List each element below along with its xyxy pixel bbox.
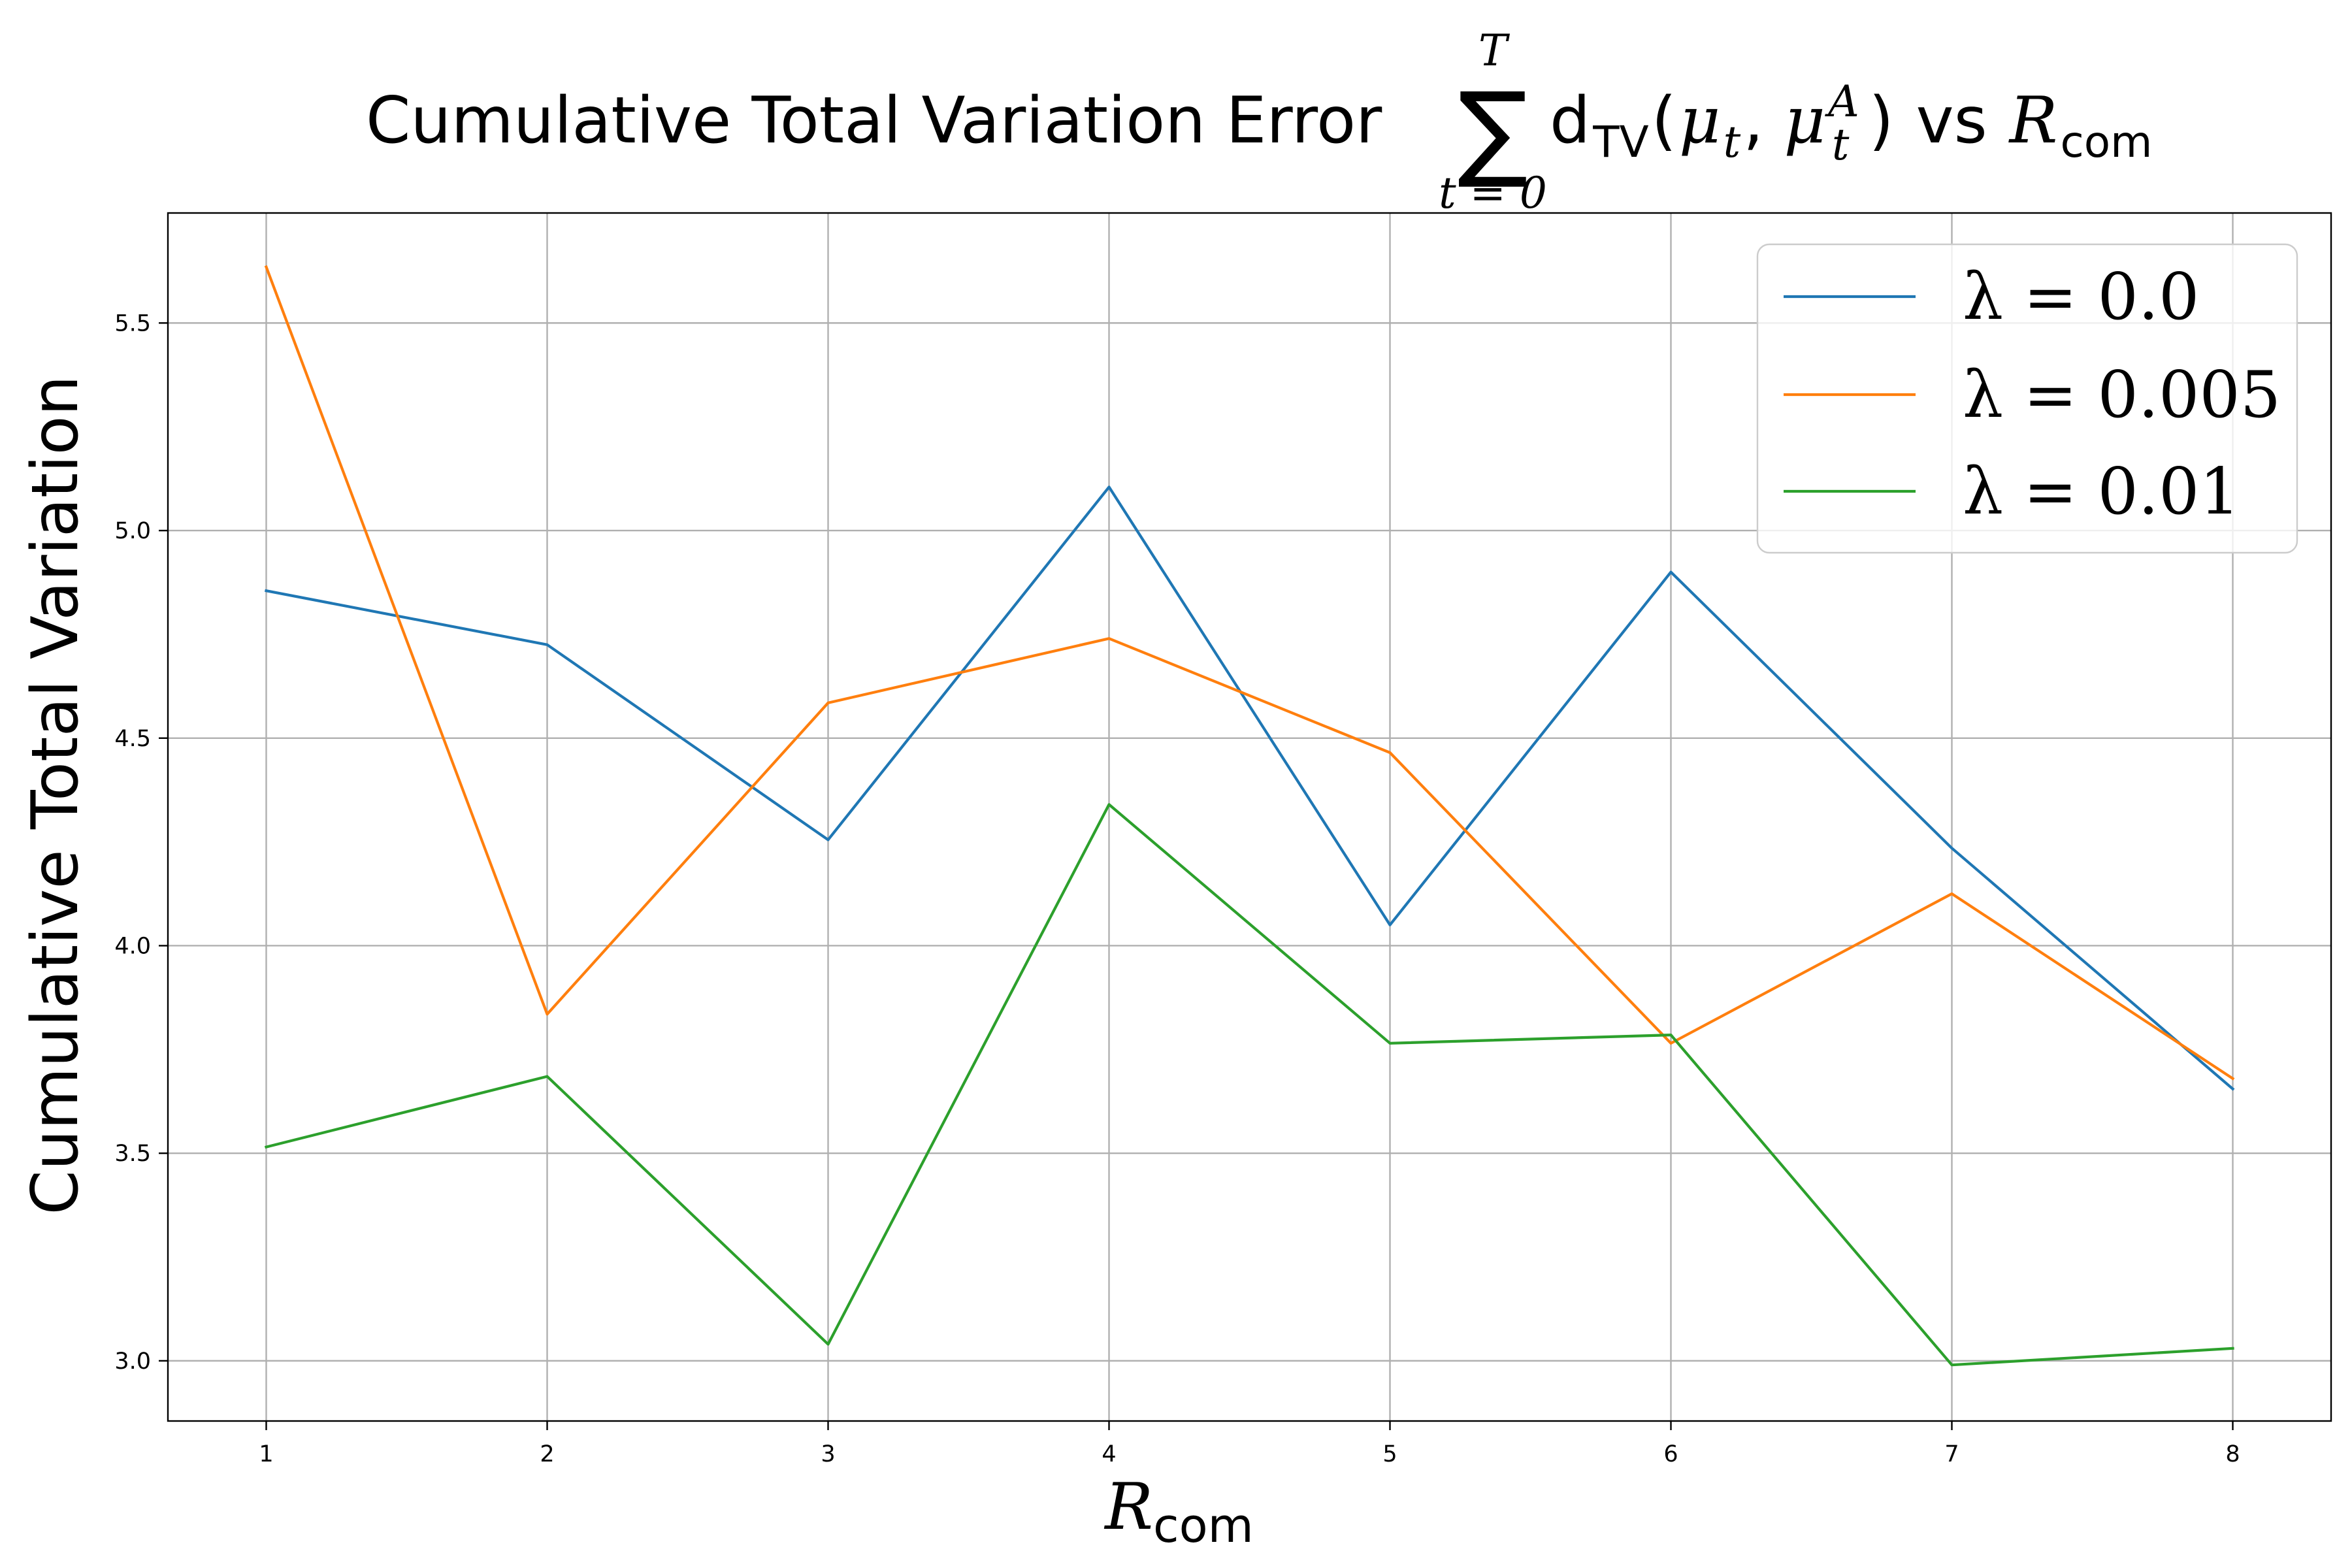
x-tick-label: 7: [1944, 1441, 1959, 1467]
x-axis-label-sub: com: [1153, 1498, 1254, 1553]
y-tick-label: 5.5: [114, 310, 151, 336]
y-tick-label: 4.5: [114, 726, 151, 752]
x-tick-label: 1: [259, 1441, 273, 1467]
legend: λ = 0.0 λ = 0.005 λ = 0.01: [1756, 243, 2298, 554]
x-tick-label: 8: [2225, 1441, 2240, 1467]
legend-label: λ = 0.0: [1963, 260, 2199, 335]
title-r: R: [2008, 84, 2058, 158]
title-mu-sub: t: [1723, 117, 1741, 167]
x-axis-label-main: R: [1103, 1470, 1153, 1544]
legend-label: λ = 0.005: [1963, 358, 2281, 433]
x-tick-label: 6: [1663, 1441, 1678, 1467]
y-axis-label: Cumulative Total Variation: [18, 375, 93, 1215]
y-tick-label: 4.0: [114, 933, 151, 959]
title-mu2-sup: A: [1824, 76, 1859, 127]
legend-label: λ = 0.01: [1963, 455, 2240, 529]
x-axis-label: Rcom: [1103, 1470, 1254, 1553]
title-sum-lower: t = 0: [1439, 168, 1547, 218]
y-tick-label: 5.0: [114, 518, 151, 544]
axes-frame: [167, 212, 2332, 1422]
series-line: [264, 803, 2234, 1367]
y-tick-label: 3.0: [114, 1348, 151, 1375]
title-r-sub: com: [2060, 117, 2152, 167]
title-comma: ,: [1743, 84, 1784, 158]
ticks: [159, 322, 2234, 1430]
title-vs: vs: [1916, 84, 1987, 158]
tick-labels: 1 2 3 4 5 6 7 8 3.0 3.5 4.0 4.5 5.0 5.5: [114, 310, 2240, 1467]
x-tick-label: 2: [540, 1441, 554, 1467]
title-mu2-sub: t: [1832, 120, 1850, 170]
title-mu2: μ: [1784, 84, 1825, 158]
series-line: [264, 265, 2235, 1081]
title-mu: μ: [1679, 84, 1721, 158]
legend-item: λ = 0.0: [1784, 260, 2199, 335]
title-sum-upper: T: [1478, 25, 1511, 76]
series-line: [265, 485, 2235, 1091]
legend-box: [1756, 243, 2298, 554]
title-dtv-sub: TV: [1592, 117, 1648, 167]
x-tick-label: 5: [1382, 1441, 1397, 1467]
title-formula: d TV ( μ t , μ A t ) vs R com: [1550, 76, 2152, 170]
x-tick-label: 3: [821, 1441, 835, 1467]
title-sum-symbol: ∑: [1458, 69, 1528, 191]
title-prefix: Cumulative Total Variation Error: [366, 84, 1382, 158]
title-open-paren: (: [1652, 84, 1676, 158]
title-dtv: d: [1550, 84, 1590, 158]
series-lines: [264, 265, 2235, 1367]
chart-title: Cumulative Total Variation Error ∑ T t =…: [366, 25, 2152, 218]
legend-item: λ = 0.005: [1784, 358, 2281, 433]
x-tick-label: 4: [1102, 1441, 1116, 1467]
y-tick-label: 3.5: [114, 1141, 151, 1167]
legend-item: λ = 0.01: [1784, 455, 2240, 529]
title-close-paren: ): [1869, 84, 1893, 158]
